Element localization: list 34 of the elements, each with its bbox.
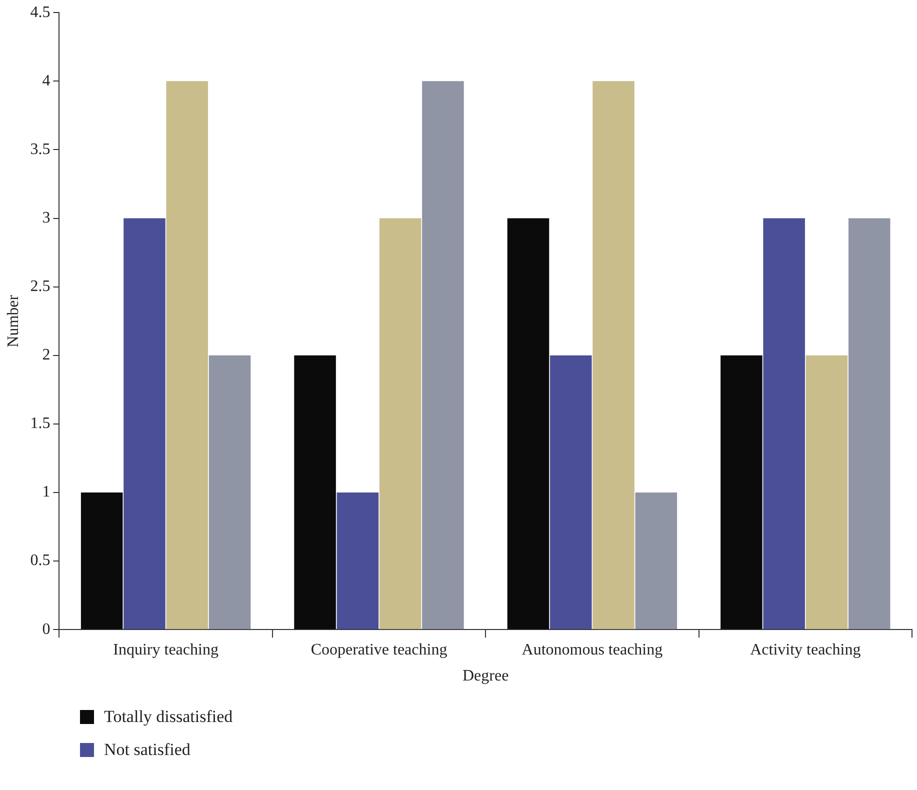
x-tick-label: Inquiry teaching: [113, 641, 218, 658]
x-tick-label: Autonomous teaching: [522, 641, 663, 658]
y-tick-label: 3: [42, 209, 50, 226]
x-tick-label: Cooperative teaching: [310, 641, 448, 658]
y-tick-label: 2.5: [30, 278, 50, 296]
bar: [80, 492, 123, 630]
legend-label: Totally dissatisfied: [104, 706, 233, 726]
y-tick-label: 4.5: [30, 4, 50, 21]
bar: [635, 492, 678, 630]
x-tick-label: Activity teaching: [750, 641, 861, 658]
legend-label: Not satisfied: [104, 740, 190, 760]
bar: [166, 81, 208, 630]
bar: [507, 218, 550, 630]
y-tick-label: 2: [42, 346, 50, 364]
bar: [379, 218, 422, 630]
bar: [763, 218, 805, 630]
y-tick-label: 1.5: [30, 415, 50, 432]
y-tick-label: 4: [42, 72, 50, 90]
bar: [592, 81, 634, 630]
x-axis-title: Degree: [462, 668, 509, 685]
bar: [848, 218, 890, 630]
y-axis-title: Number: [4, 294, 22, 348]
bar: [124, 218, 166, 630]
y-tick-label: 1: [42, 484, 50, 501]
bar: [294, 355, 336, 630]
bar: [422, 81, 464, 630]
bar: [336, 492, 379, 630]
y-tick-label: 3.5: [30, 140, 50, 158]
bar: [720, 355, 762, 630]
bar: [806, 355, 848, 630]
bar: [208, 355, 251, 630]
bar: [550, 355, 592, 630]
y-tick-label: 0.5: [30, 552, 50, 570]
y-tick-label: 0: [42, 620, 50, 638]
